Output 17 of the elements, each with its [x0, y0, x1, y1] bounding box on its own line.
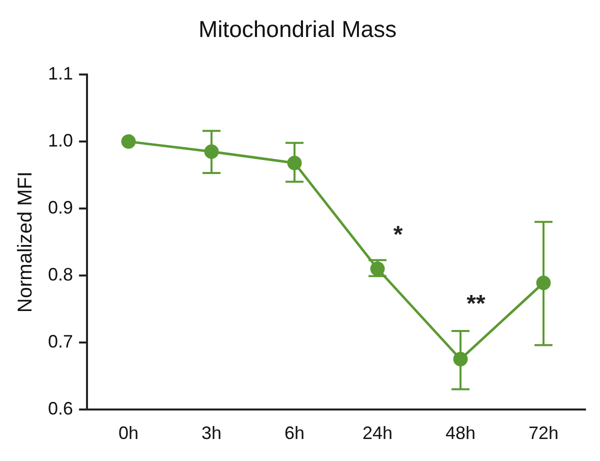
point: [121, 134, 136, 149]
x-tick-label: 72h: [528, 423, 559, 444]
y-tick-label: 0.7: [48, 331, 74, 352]
x-tick-label: 48h: [445, 423, 476, 444]
chart-title: Mitochondrial Mass: [198, 16, 397, 42]
x-tick-label: 6h: [284, 423, 305, 444]
x-tick-label: 0h: [118, 423, 139, 444]
y-axis-title: Normalized MFI: [14, 171, 37, 313]
x-tick-label: 24h: [362, 423, 393, 444]
x-tick-label: 3h: [202, 423, 222, 444]
y-tick-label: 0.6: [48, 398, 74, 418]
y-tick-label: 1.0: [48, 130, 74, 151]
annotation: **: [466, 290, 486, 318]
y-tick-label: 0.9: [48, 197, 74, 218]
y-tick-label: 1.1: [48, 64, 74, 84]
y-tick-label: 0.8: [48, 264, 74, 284]
annotation: *: [393, 222, 404, 249]
